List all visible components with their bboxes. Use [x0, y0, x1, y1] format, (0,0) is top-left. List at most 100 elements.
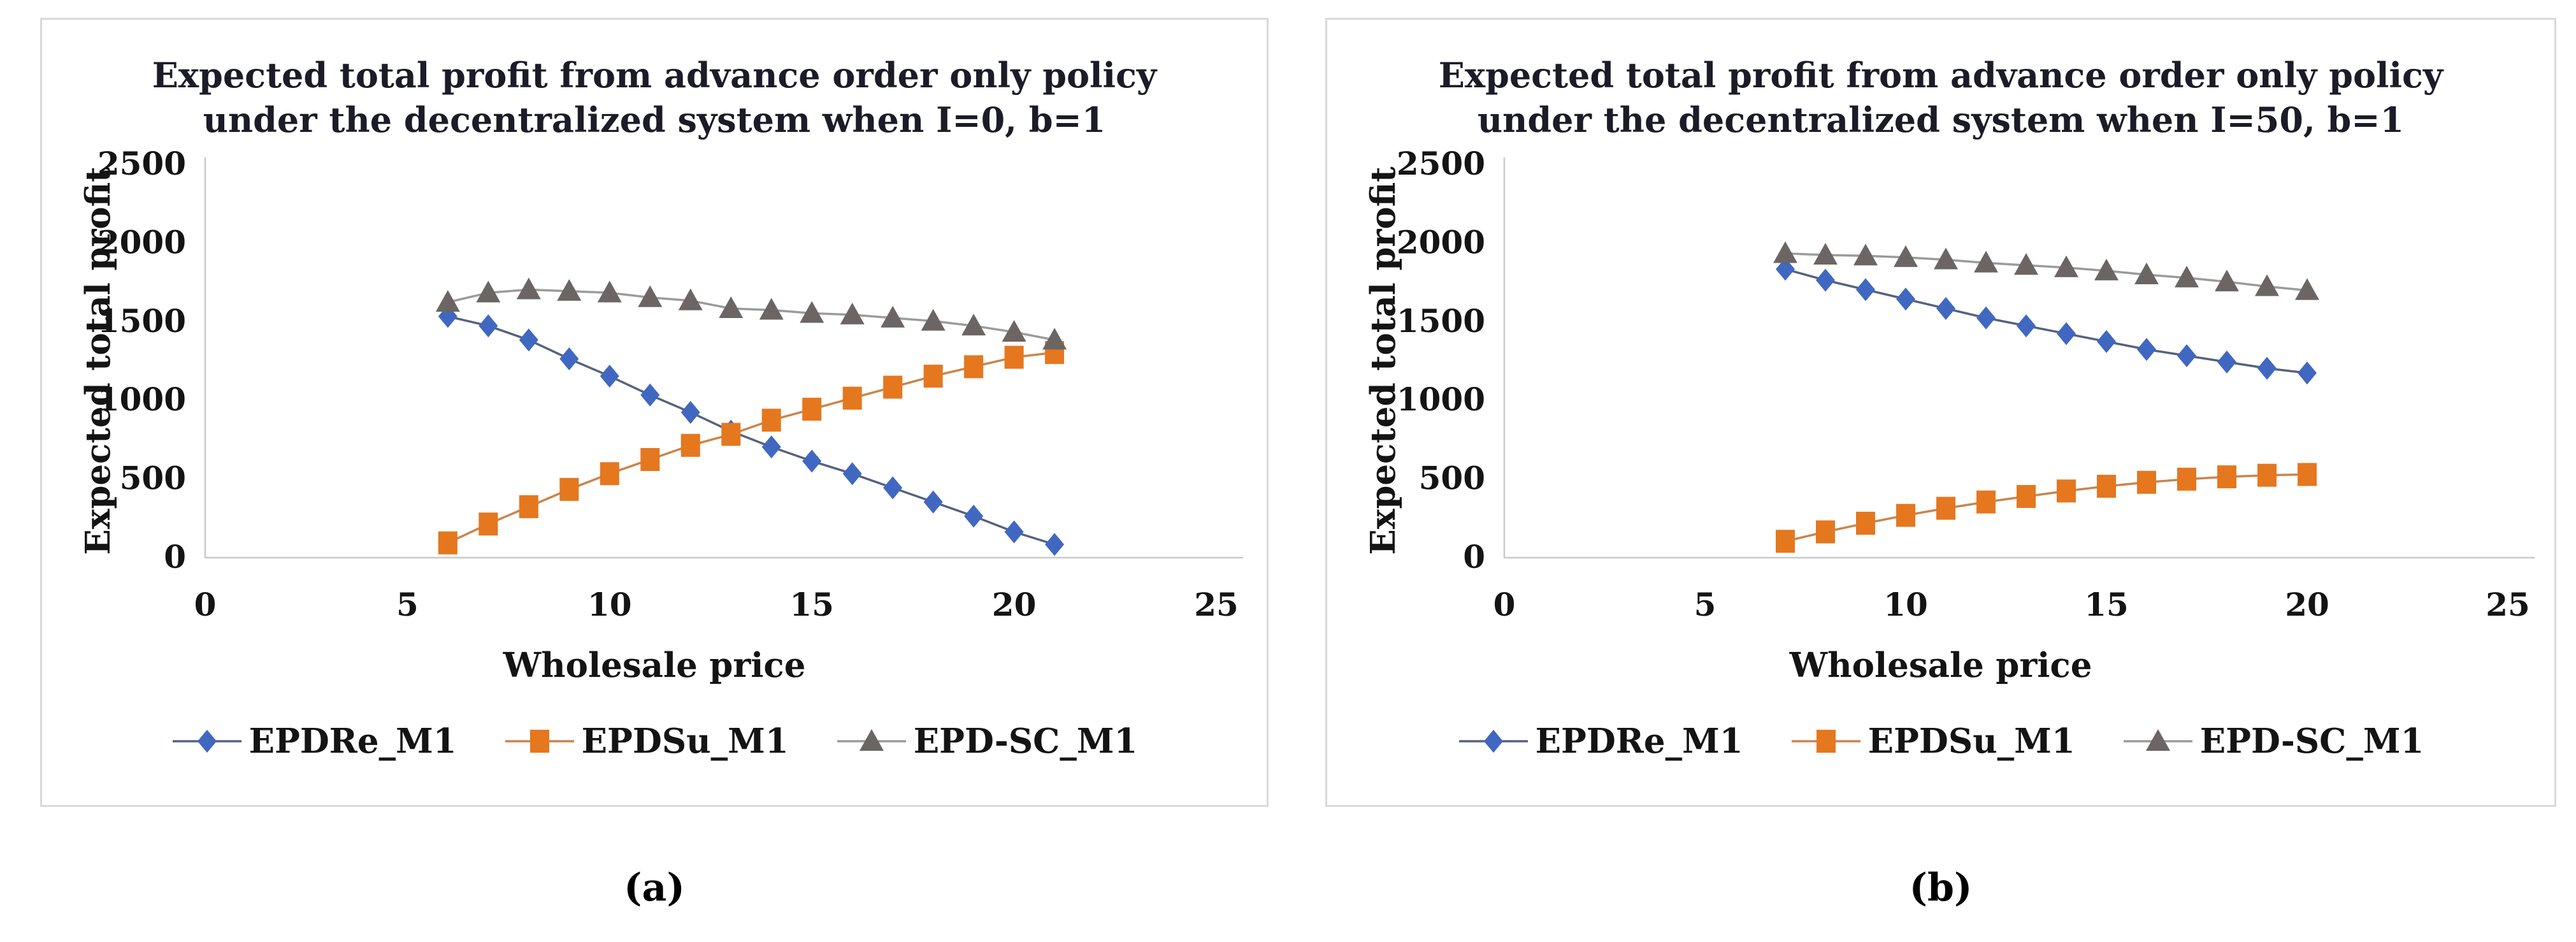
marker-square-EPDSu_M1: [1856, 511, 1875, 535]
marker-triangle-EPD-SC_M1: [2175, 265, 2199, 287]
marker-square-EPDSu_M1: [761, 409, 781, 432]
y-tick-label: 2000: [1397, 223, 1485, 261]
y-tick-label: 1500: [1397, 302, 1485, 340]
marker-triangle-EPD-SC_M1: [1934, 247, 1958, 270]
figure-caption-b: (b): [1909, 866, 1973, 910]
marker-diamond-EPDRe_M1: [640, 383, 660, 407]
marker-triangle-EPD-SC_M1: [1042, 328, 1067, 350]
marker-triangle-EPD-SC_M1: [678, 288, 703, 310]
x-tick-label: 10: [587, 586, 632, 623]
marker-square-EPDSu_M1: [721, 423, 741, 446]
marker-triangle-EPD-SC_M1: [2014, 253, 2038, 275]
x-tick-label: 20: [992, 586, 1037, 623]
marker-diamond-EPDRe_M1: [1976, 306, 1996, 330]
legend-item-epdsu-a: EPDSu_M1: [504, 721, 789, 762]
y-tick-label: 1500: [97, 302, 186, 340]
marker-triangle-EPD-SC_M1: [719, 296, 744, 319]
marker-triangle-EPD-SC_M1: [840, 302, 865, 324]
legend-triangle-icon: [2145, 729, 2170, 751]
triangle-marker-icon: [2123, 729, 2192, 751]
marker-diamond-EPDRe_M1: [559, 347, 579, 371]
x-tick-label: 20: [2285, 586, 2329, 623]
marker-triangle-EPD-SC_M1: [638, 285, 663, 307]
marker-square-EPDSu_M1: [1816, 520, 1835, 544]
marker-triangle-EPD-SC_M1: [1894, 245, 1918, 267]
marker-square-EPDSu_M1: [2097, 474, 2116, 498]
x-axis-title-b: Wholesale price: [1789, 646, 2092, 685]
marker-triangle-EPD-SC_M1: [476, 280, 501, 303]
legend-item-epdsu-b: EPDSu_M1: [1790, 721, 2075, 762]
marker-square-EPDSu_M1: [2298, 463, 2317, 486]
marker-square-EPDSu_M1: [883, 375, 903, 399]
marker-diamond-EPDRe_M1: [519, 328, 538, 352]
marker-square-EPDSu_M1: [438, 531, 457, 554]
marker-square-EPDSu_M1: [2217, 465, 2236, 489]
marker-diamond-EPDRe_M1: [2257, 356, 2277, 380]
x-tick-label: 0: [194, 586, 217, 623]
marker-square-EPDSu_M1: [600, 462, 619, 486]
marker-diamond-EPDRe_M1: [2217, 350, 2236, 373]
legend-item-epdsc-a: EPD-SC_M1: [836, 721, 1137, 762]
marker-triangle-EPD-SC_M1: [435, 290, 460, 312]
marker-square-EPDSu_M1: [2017, 484, 2036, 508]
marker-triangle-EPD-SC_M1: [557, 279, 582, 301]
y-tick-label: 2500: [97, 145, 186, 182]
marker-triangle-EPD-SC_M1: [516, 277, 541, 300]
marker-square-EPDSu_M1: [964, 355, 984, 379]
y-tick-label: 0: [164, 538, 186, 576]
chart-title-a-line1: Expected total profit from advance order…: [152, 55, 1157, 96]
x-tick-label: 15: [789, 586, 834, 623]
marker-diamond-EPDRe_M1: [2177, 344, 2196, 368]
x-axis-title-a: Wholesale price: [503, 646, 806, 685]
marker-square-EPDSu_M1: [923, 365, 943, 388]
marker-diamond-EPDRe_M1: [1045, 533, 1065, 556]
marker-diamond-EPDRe_M1: [600, 365, 619, 388]
marker-square-EPDSu_M1: [519, 495, 538, 519]
plot-area-a: 0 500 1000 1500 2000 2500 0 5 10 15 20 25: [97, 145, 1243, 623]
marker-square-EPDSu_M1: [802, 398, 822, 421]
marker-square-EPDSu_M1: [680, 433, 700, 457]
diamond-marker-icon: [1458, 730, 1528, 753]
y-tick-label: 500: [120, 460, 186, 497]
marker-diamond-EPDRe_M1: [883, 476, 903, 500]
marker-triangle-EPD-SC_M1: [1813, 243, 1838, 265]
marker-triangle-EPD-SC_M1: [2094, 258, 2119, 280]
chart-title-a: Expected total profit from advance order…: [42, 53, 1267, 142]
diamond-marker-icon: [172, 730, 241, 753]
marker-diamond-EPDRe_M1: [479, 314, 498, 338]
marker-triangle-EPD-SC_M1: [759, 298, 784, 320]
marker-square-EPDSu_M1: [2177, 467, 2196, 491]
plot-area-b: 0 500 1000 1500 2000 2500 0 5 10 15 20 25: [1397, 145, 2535, 623]
x-tick-label: 5: [1694, 586, 1716, 623]
marker-square-EPDSu_M1: [559, 477, 579, 501]
figure-caption-a: (a): [624, 866, 685, 910]
y-tick-label: 0: [1463, 538, 1485, 576]
chart-title-a-line2: under the decentralized system when I=0,…: [203, 99, 1106, 140]
marker-triangle-EPD-SC_M1: [881, 305, 905, 328]
y-tick-label: 1000: [97, 380, 186, 418]
square-marker-icon: [505, 730, 574, 753]
legend-square-icon: [1816, 730, 1836, 753]
marker-triangle-EPD-SC_M1: [1853, 243, 1878, 266]
marker-diamond-EPDRe_M1: [802, 449, 822, 473]
marker-diamond-EPDRe_M1: [680, 400, 700, 424]
legend-a: EPDRe_M1 EPDSu_M1 EPD-SC_M1: [42, 721, 1267, 762]
x-tick-label: 15: [2084, 586, 2129, 623]
marker-diamond-EPDRe_M1: [2137, 338, 2156, 361]
series-line-EPDRe_M1: [447, 315, 1055, 546]
chart-title-b: Expected total profit from advance order…: [1327, 53, 2554, 142]
legend-b: EPDRe_M1 EPDSu_M1 EPD-SC_M1: [1327, 721, 2554, 762]
marker-triangle-EPD-SC_M1: [2054, 255, 2078, 277]
marker-diamond-EPDRe_M1: [2097, 330, 2116, 353]
x-tick-label: 5: [396, 586, 419, 623]
marker-diamond-EPDRe_M1: [1856, 278, 1875, 301]
marker-square-EPDSu_M1: [1776, 530, 1795, 553]
y-tick-label: 500: [1419, 460, 1485, 497]
x-tick-label: 25: [1194, 586, 1239, 623]
marker-diamond-EPDRe_M1: [1816, 268, 1835, 292]
legend-item-epdsc-b: EPD-SC_M1: [2122, 721, 2424, 762]
marker-square-EPDSu_M1: [2137, 470, 2156, 494]
y-tick-label: 1000: [1397, 380, 1485, 418]
legend-label-epdsu-b: EPDSu_M1: [1867, 721, 2075, 761]
legend-diamond-icon: [197, 730, 217, 753]
